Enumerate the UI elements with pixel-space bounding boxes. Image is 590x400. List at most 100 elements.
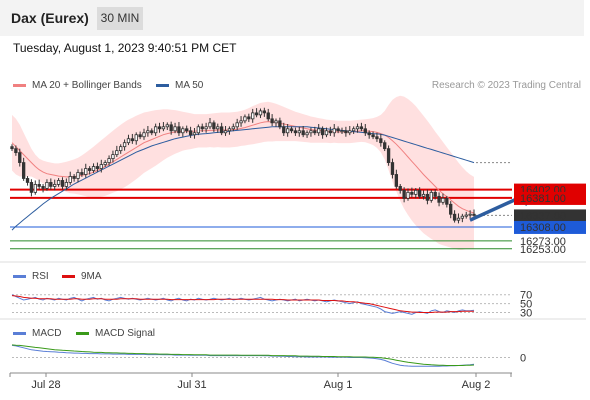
macd-signal-swatch <box>76 332 89 335</box>
candle-72 <box>289 128 294 132</box>
candle-15 <box>68 176 72 183</box>
candle-84 <box>336 128 340 132</box>
candle-41 <box>169 124 173 132</box>
legend-ma50: MA 50 <box>156 80 203 91</box>
candle-33 <box>138 134 142 138</box>
candle-116 <box>460 215 465 219</box>
candle-65 <box>262 110 267 114</box>
candle-25 <box>107 158 111 163</box>
candle-118 <box>468 213 472 216</box>
candle-47 <box>192 132 197 136</box>
rsi-tick-2: 30 <box>520 308 532 320</box>
candle-5 <box>29 182 34 193</box>
candle-19 <box>84 168 88 175</box>
candle-119 <box>472 213 476 216</box>
candle-75 <box>301 130 305 136</box>
candle-77 <box>309 130 313 134</box>
candle-106 <box>421 193 426 197</box>
candle-46 <box>188 130 193 136</box>
candle-29 <box>122 142 127 148</box>
candle-43 <box>177 126 181 134</box>
candle-112 <box>445 197 449 205</box>
legend-macd-signal: MACD Signal <box>76 328 155 339</box>
candle-10 <box>49 182 53 187</box>
candle-39 <box>161 126 166 130</box>
candle-31 <box>130 138 135 142</box>
candle-34 <box>142 132 146 138</box>
candle-42 <box>173 126 177 132</box>
legend-rsi-label: RSI <box>32 271 49 282</box>
candle-92 <box>367 132 371 136</box>
candle-56 <box>227 128 232 132</box>
level-label-box-3 <box>514 220 586 234</box>
candle-69 <box>278 120 282 128</box>
candle-48 <box>196 126 201 134</box>
candle-83 <box>332 128 336 134</box>
candle-38 <box>157 126 162 130</box>
candle-57 <box>231 126 235 130</box>
candle-12 <box>56 180 61 185</box>
candle-37 <box>153 126 158 134</box>
candle-98 <box>390 162 395 175</box>
candle-67 <box>270 118 274 124</box>
candle-59 <box>239 120 243 124</box>
datetime-label: Tuesday, August 1, 2023 9:40:51 PM CET <box>13 41 237 55</box>
candle-26 <box>111 154 115 159</box>
candle-35 <box>146 130 150 134</box>
ma20-line <box>11 121 475 214</box>
candle-62 <box>251 112 255 120</box>
candle-76 <box>305 132 309 136</box>
candle-87 <box>348 130 352 134</box>
candle-111 <box>441 197 445 203</box>
candle-73 <box>293 130 298 134</box>
candle-55 <box>223 130 228 134</box>
candle-8 <box>41 186 45 189</box>
macd-swatch <box>13 332 26 335</box>
candle-32 <box>134 134 138 142</box>
legend-macd-signal-label: MACD Signal <box>95 328 156 339</box>
candle-68 <box>274 120 278 124</box>
candle-97 <box>386 148 391 163</box>
candle-58 <box>235 122 239 128</box>
legend-ma20-bb: MA 20 + Bollinger Bands <box>13 80 142 91</box>
candle-86 <box>344 130 348 134</box>
candle-0 <box>10 146 14 150</box>
legend-9ma-label: 9MA <box>81 271 102 282</box>
candle-115 <box>456 217 461 221</box>
candle-2 <box>18 152 22 163</box>
candle-6 <box>33 184 37 193</box>
instrument-title: Dax (Eurex) <box>11 10 89 26</box>
candle-36 <box>150 130 154 134</box>
candle-3 <box>21 162 26 179</box>
legend-ma50-label: MA 50 <box>175 80 204 91</box>
ma50-line <box>11 126 475 231</box>
candle-101 <box>402 189 406 199</box>
candle-81 <box>324 130 329 136</box>
candle-51 <box>208 122 212 128</box>
level-label-1: 16381.00 <box>520 193 566 205</box>
candle-52 <box>212 122 216 130</box>
candle-66 <box>266 112 270 120</box>
ma50-swatch <box>156 84 169 87</box>
candle-50 <box>204 126 208 130</box>
candle-9 <box>45 182 49 189</box>
candle-1 <box>14 148 18 154</box>
candle-113 <box>449 203 453 215</box>
candle-28 <box>119 146 123 152</box>
candle-90 <box>359 126 364 130</box>
candle-80 <box>320 128 325 136</box>
candle-20 <box>87 168 92 171</box>
candle-117 <box>464 214 468 217</box>
timeframe-button[interactable]: 30 MIN <box>97 7 143 30</box>
legend-macd-label: MACD <box>32 328 62 339</box>
candle-49 <box>200 126 204 130</box>
legend-ma20-label: MA 20 + Bollinger Bands <box>32 80 142 91</box>
candle-64 <box>258 110 263 116</box>
x-tick-label-0: Jul 28 <box>31 379 60 391</box>
legend-9ma: 9MA <box>62 271 102 282</box>
candle-7 <box>37 184 41 187</box>
candle-109 <box>433 191 437 197</box>
level-label-box-1 <box>514 191 586 205</box>
candle-4 <box>25 178 30 183</box>
candle-93 <box>371 134 375 138</box>
